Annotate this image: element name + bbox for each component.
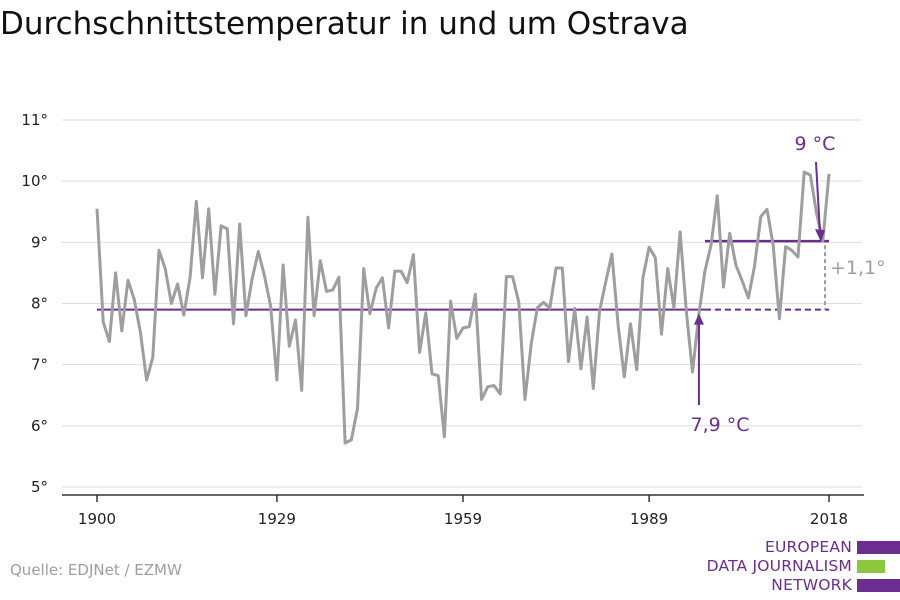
logo-line-3: NETWORK [771,576,852,594]
y-tick-label: 9° [31,233,48,251]
y-tick-label: 10° [21,172,48,190]
recent-average-label: 9 °C [795,133,836,155]
y-axis-labels: 5° 6° 7° 8° 9° 10° 11° [21,111,48,496]
annotations: +1,1° 9 °C 7,9 °C [690,133,885,436]
logo-bar-3 [857,579,900,592]
recent-arrow-line [815,161,821,234]
logo-line-1: EUROPEAN [764,538,852,556]
baseline-arrow-head [693,313,704,325]
temperature-series-line [95,170,831,445]
source-note: Quelle: EDJNet / EZMW [10,561,182,579]
grid-lines [62,119,862,488]
x-axis-ticks: 1900 1929 1959 1989 2018 [78,495,848,528]
recent-arrow-head [815,229,825,243]
logo-line-2: DATA JOURNALISM [706,557,852,575]
y-tick-label: 7° [31,356,48,374]
y-tick-label: 6° [31,417,48,435]
logo-bar-1 [857,541,900,554]
edjnet-logo-text: EUROPEAN DATA JOURNALISM NETWORK [707,538,852,595]
y-tick-label: 5° [31,478,48,496]
y-tick-label: 8° [31,295,48,313]
x-tick-label: 1959 [444,510,482,528]
page-title: Durchschnittstemperatur in und um Ostrav… [0,6,689,42]
x-tick-label: 1929 [258,510,296,528]
logo-bar-2 [857,560,885,573]
delta-label: +1,1° [830,257,886,279]
y-tick-label: 11° [21,111,48,129]
edjnet-logo-mark [857,540,900,596]
x-tick-label: 2018 [810,510,848,528]
x-tick-label: 1900 [78,510,116,528]
baseline-average-label: 7,9 °C [690,414,749,436]
x-tick-label: 1989 [630,510,668,528]
average-lines [97,239,829,311]
